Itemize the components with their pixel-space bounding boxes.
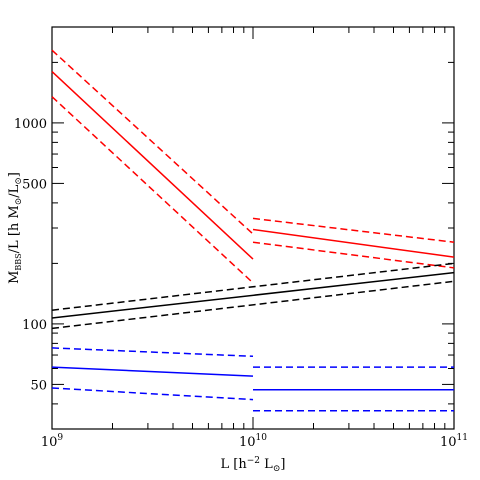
y-axis-label: MBBS/L [h M⊙/L⊙]	[7, 172, 24, 284]
series-9-line	[51, 366, 254, 377]
series-5-line	[252, 241, 455, 269]
series-8-line	[51, 280, 455, 330]
series-11-line	[51, 387, 254, 401]
series-2-line	[51, 96, 254, 284]
series-10-line	[51, 347, 254, 358]
series-4-line	[252, 217, 455, 243]
series-lines	[51, 49, 455, 412]
series-1-line	[51, 49, 254, 235]
y-tick-label: 500	[22, 177, 47, 192]
x-tick-label: 1011	[440, 433, 468, 450]
series-3-line	[252, 228, 455, 258]
x-tick-label: 109	[41, 433, 64, 450]
series-6-line	[51, 271, 455, 319]
x-axis-label: L [h−2 L⊙]	[221, 456, 286, 474]
y-tick-label: 1000	[14, 117, 47, 132]
series-0-line	[51, 71, 254, 260]
x-tick-labels: 109 1010 1011	[41, 433, 468, 450]
plot-frame	[51, 26, 455, 430]
y-tick-labels: 50 100 500 1000	[14, 117, 47, 394]
x-tick-label: 1010	[239, 433, 267, 450]
y-tick-label: 50	[30, 378, 47, 393]
series-7-line	[51, 262, 455, 311]
axis-ticks	[51, 26, 454, 430]
y-tick-label: 100	[22, 318, 47, 333]
